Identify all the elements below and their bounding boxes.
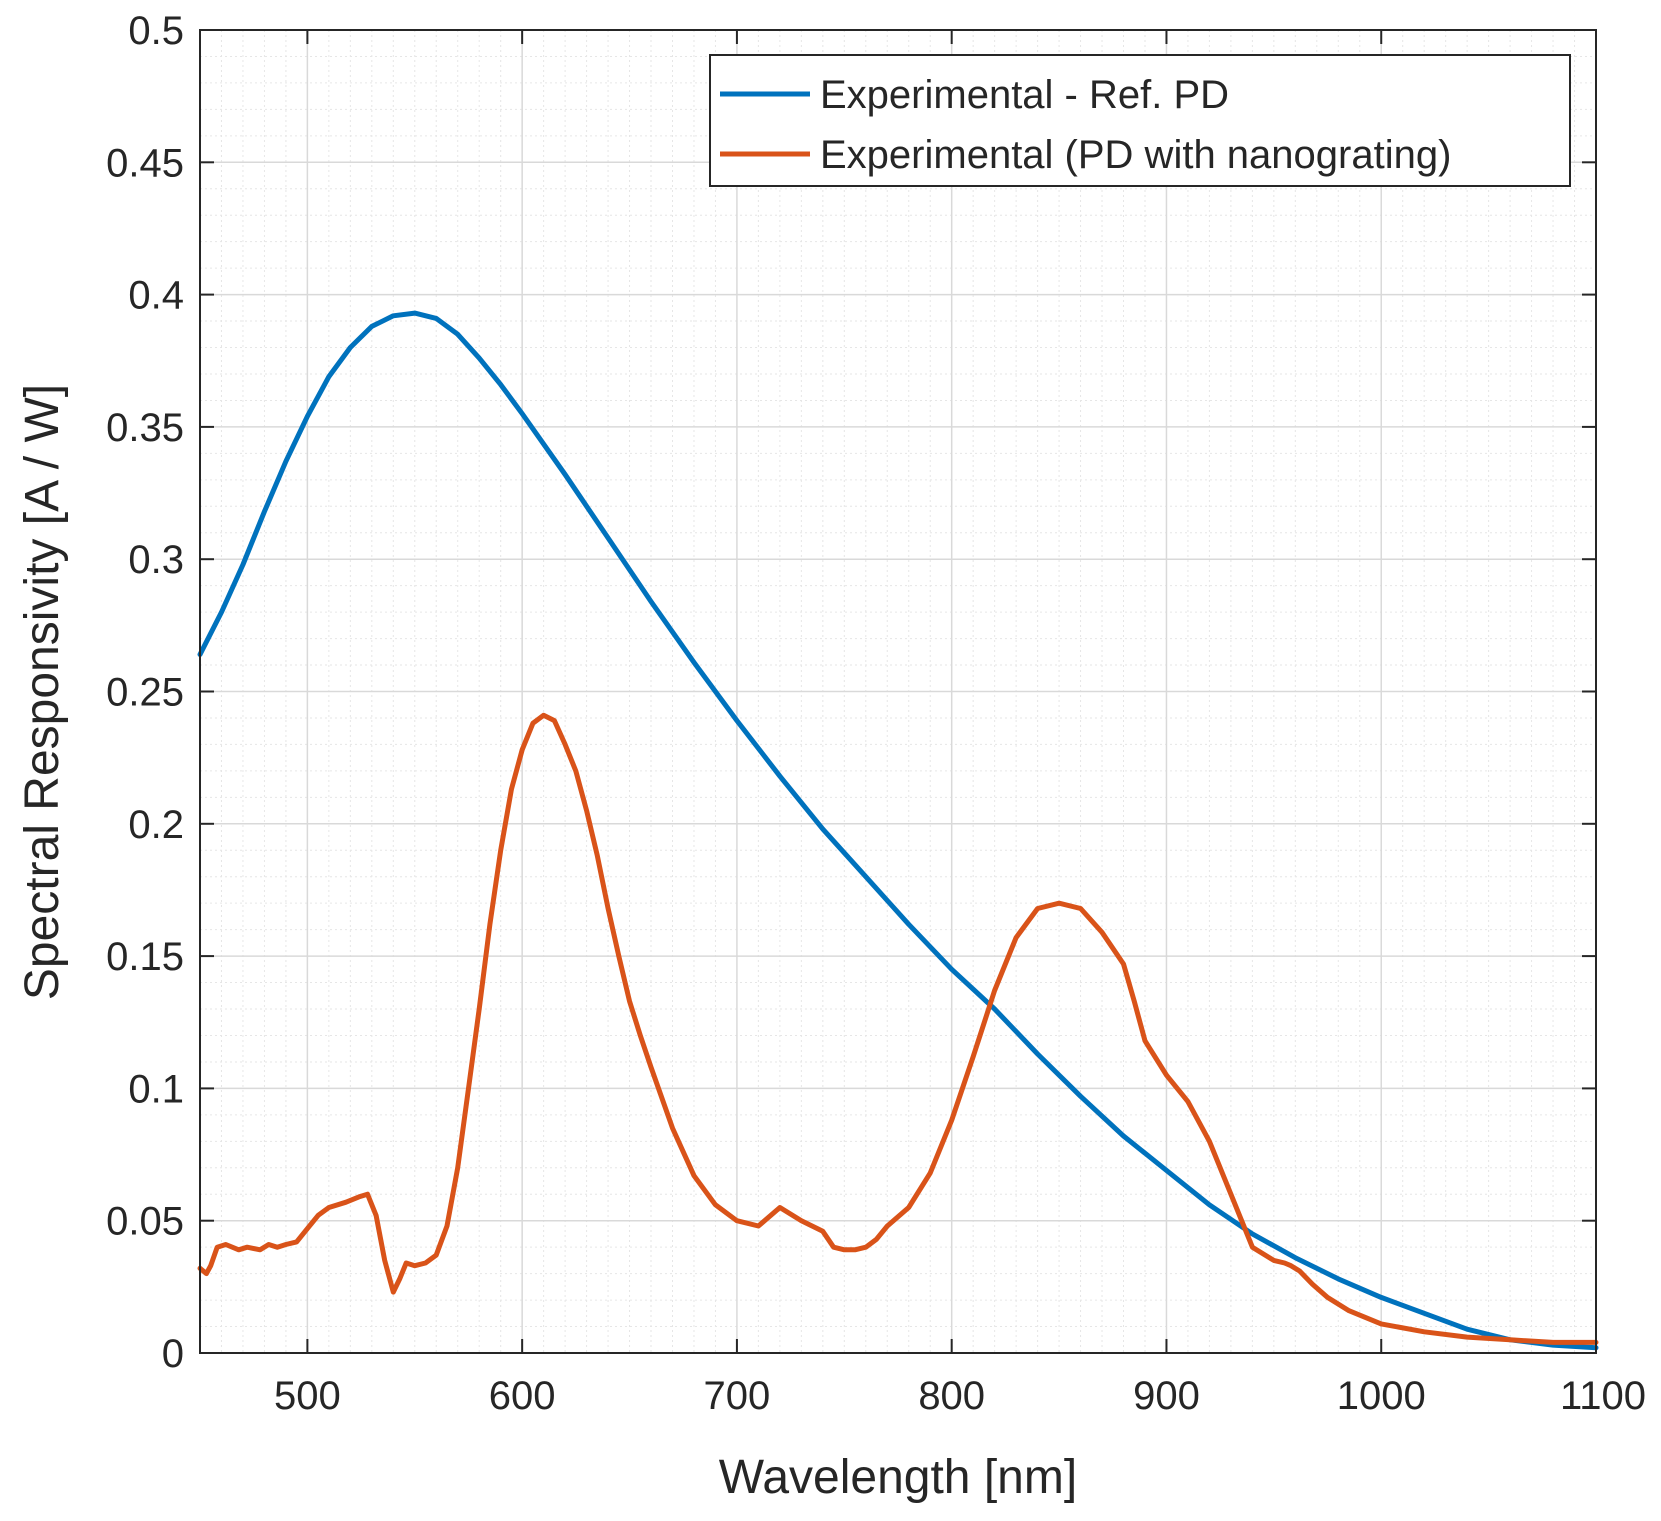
y-tick-label: 0 <box>162 1332 184 1376</box>
legend-box <box>709 54 1571 187</box>
y-tick-label: 0.1 <box>128 1067 184 1111</box>
y-tick-label: 0.15 <box>106 935 184 979</box>
x-tick-labels: 500 600 700 800 900 1000 1100 <box>274 1374 1646 1418</box>
legend-label-nanograting: Experimental (PD with nanograting) <box>820 133 1451 177</box>
ticks <box>200 29 1597 1354</box>
x-tick-label: 800 <box>918 1374 985 1418</box>
y-tick-label: 0.4 <box>128 274 184 318</box>
x-tick-label: 500 <box>274 1374 341 1418</box>
y-axis-title: Spectral Responsivity [A / W] <box>16 384 69 1000</box>
y-tick-label: 0.45 <box>106 141 184 185</box>
y-tick-label: 0.05 <box>106 1200 184 1244</box>
y-tick-label: 0.2 <box>128 803 184 847</box>
y-tick-label: 0.3 <box>128 538 184 582</box>
y-tick-label: 0.35 <box>106 406 184 450</box>
y-tick-label: 0.5 <box>128 9 184 53</box>
y-tick-label: 0.25 <box>106 671 184 715</box>
x-tick-label: 600 <box>489 1374 556 1418</box>
series-layer <box>197 310 1599 1351</box>
x-tick-label: 900 <box>1133 1374 1200 1418</box>
series-line-ref-pd <box>197 310 1599 1351</box>
x-tick-label: 1100 <box>1560 1374 1646 1418</box>
x-tick-label: 1000 <box>1337 1374 1426 1418</box>
x-tick-label: 700 <box>704 1374 771 1418</box>
legend-label-ref-pd: Experimental - Ref. PD <box>820 73 1229 117</box>
series-line-nanograting <box>197 712 1599 1345</box>
x-axis-title: Wavelength [nm] <box>719 1451 1077 1504</box>
y-tick-labels: 0 0.05 0.1 0.15 0.2 0.25 0.3 0.35 0.4 0.45 0.5 <box>106 9 184 1376</box>
legend: Experimental - Ref. PD Experimental (PD … <box>709 54 1571 187</box>
